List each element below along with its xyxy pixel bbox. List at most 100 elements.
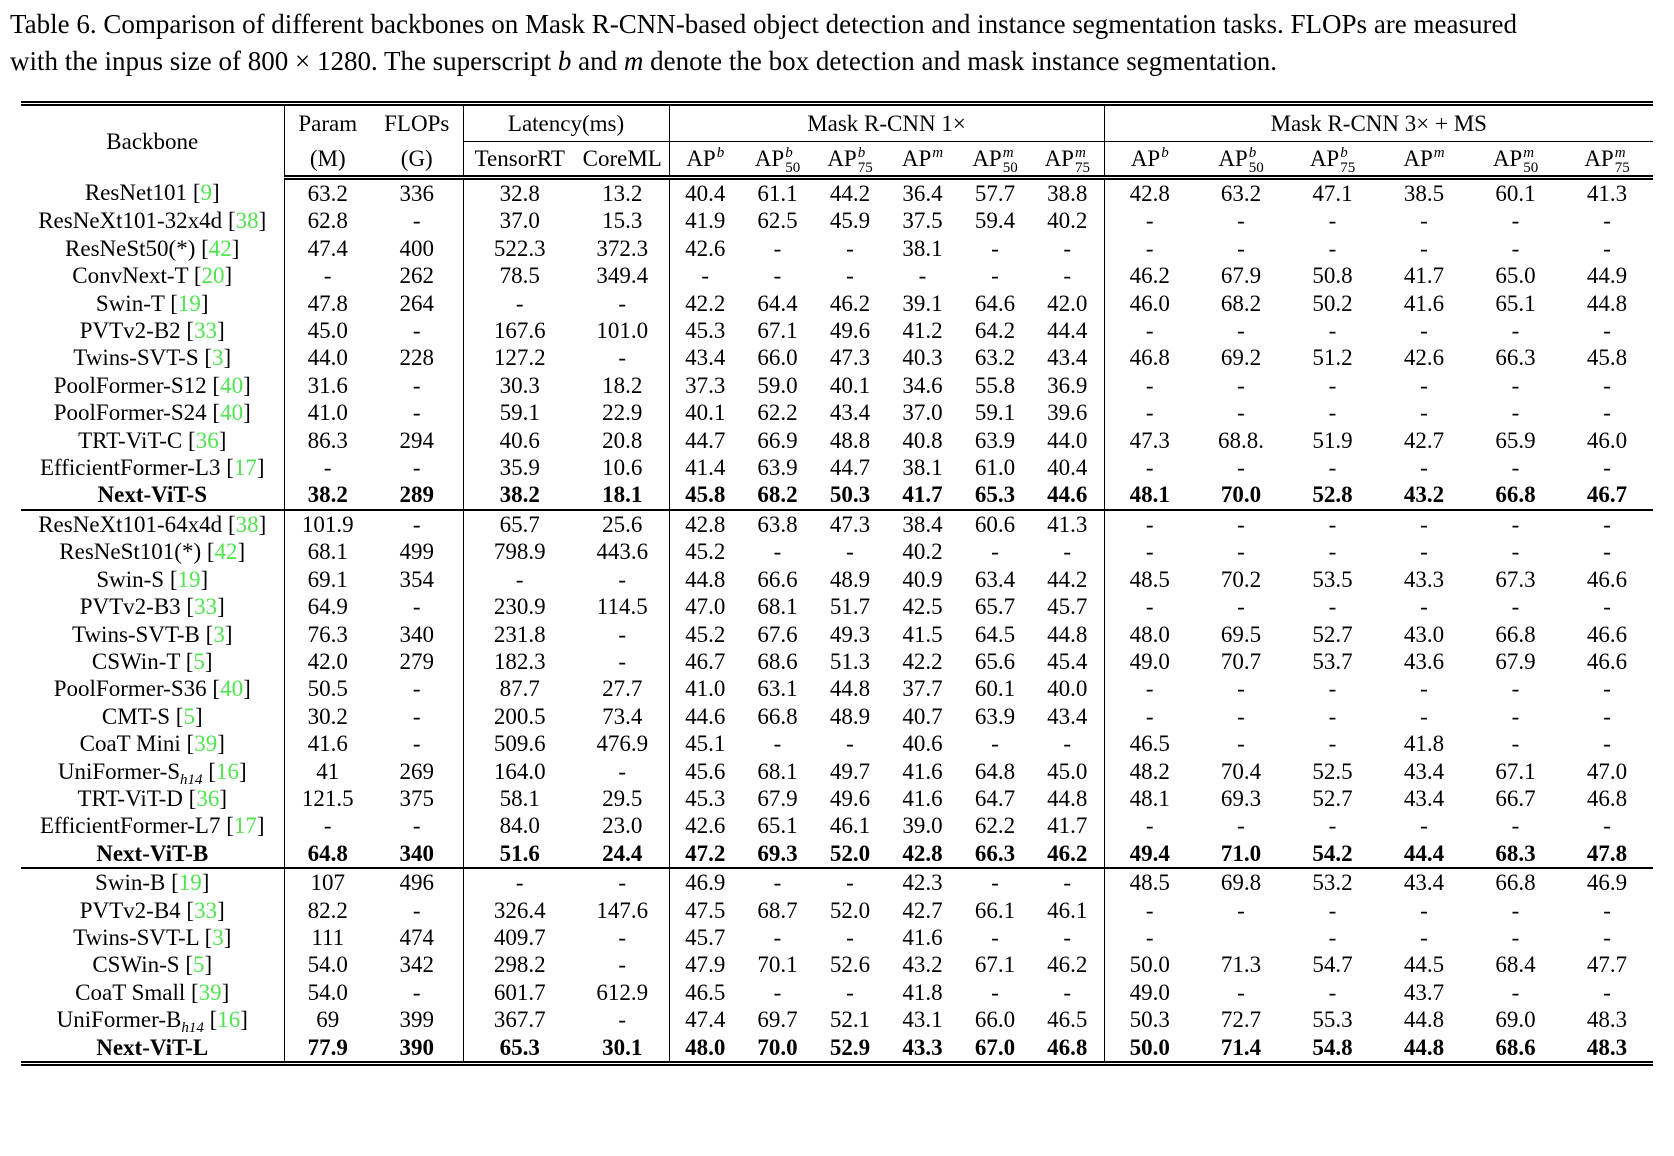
value-cell: 367.7 xyxy=(462,1006,576,1034)
ap-supsub: m 75 xyxy=(1074,145,1090,177)
citation-link[interactable]: 19 xyxy=(177,566,201,592)
citation-link[interactable]: 36 xyxy=(196,785,220,811)
value-cell: - xyxy=(618,566,627,592)
value-cell: - xyxy=(462,289,576,318)
citation-link[interactable]: 38 xyxy=(235,208,259,234)
citation-link[interactable]: 36 xyxy=(195,427,219,453)
citation-link[interactable]: 5 xyxy=(193,952,205,978)
citation-link[interactable]: 16 xyxy=(217,1007,241,1033)
value-cell: 41.7 xyxy=(1047,813,1088,839)
backbone-name: Next-ViT-L xyxy=(96,1034,209,1060)
value-cell: 62.8 xyxy=(283,207,371,235)
value-cell: - xyxy=(1237,897,1245,923)
paper-page: Table 6. Comparison of different backbon… xyxy=(0,6,1674,1066)
citation-link[interactable]: 20 xyxy=(201,263,225,289)
caption-text: denote the box detection and mask instan… xyxy=(643,46,1277,76)
value-cell: 44.4 xyxy=(1403,840,1445,866)
value-cell: 40.8 xyxy=(902,427,943,453)
value-cell: - xyxy=(1420,455,1428,481)
citation-link[interactable]: 39 xyxy=(198,979,222,1005)
value-cell: 349.4 xyxy=(596,263,649,289)
backbone-cell: PoolFormer-S24 [40] xyxy=(53,400,251,426)
value-cell: 43.6 xyxy=(1403,648,1445,674)
value-cell: 67.9 xyxy=(1495,648,1536,674)
citation-link[interactable]: 39 xyxy=(194,731,218,757)
value-cell: 43.4 xyxy=(1403,758,1445,784)
citation-link[interactable]: 33 xyxy=(194,318,218,344)
value-cell: - xyxy=(412,455,421,481)
citation-link[interactable]: 16 xyxy=(215,758,239,784)
value-cell: 51.2 xyxy=(1312,345,1353,371)
value-cell: 269 xyxy=(399,758,435,784)
value-cell: 46.6 xyxy=(1586,566,1628,592)
citation-link[interactable]: 42 xyxy=(214,539,238,565)
citation-link[interactable]: 19 xyxy=(177,290,201,316)
value-cell: 147.6 xyxy=(596,897,649,923)
value-cell: 46.8 xyxy=(1586,785,1628,811)
value-cell: 54.7 xyxy=(1312,952,1353,978)
value-cell: 167.6 xyxy=(462,317,576,345)
group-header-mask-rcnn-1x: Mask R-CNN 1× xyxy=(668,103,1105,142)
value-cell: - xyxy=(1420,676,1428,702)
backbone-name: Swin-T xyxy=(95,290,165,316)
citation-link[interactable]: 3 xyxy=(212,345,224,371)
value-cell: 66.8 xyxy=(1495,482,1536,508)
value-cell: - xyxy=(1063,263,1072,289)
value-cell: 496 xyxy=(371,867,463,897)
value-cell: 49.4 xyxy=(1103,839,1196,869)
value-cell: 64.8 xyxy=(974,758,1016,784)
value-cell: 42.7 xyxy=(1403,427,1445,453)
value-cell: - xyxy=(1328,924,1337,950)
value-cell: 65.6 xyxy=(974,648,1016,674)
value-cell: - xyxy=(618,290,627,316)
value-cell: 40.2 xyxy=(902,539,943,565)
backbone-name-subscript: h14 xyxy=(180,771,203,788)
backbone-cell: UniFormer-Sh14 [16] xyxy=(57,758,247,788)
value-cell: 64.9 xyxy=(283,593,371,621)
value-cell: - xyxy=(1328,594,1337,620)
citation-link[interactable]: 3 xyxy=(213,621,225,647)
value-cell: 67.1 xyxy=(757,318,798,344)
citation-link[interactable]: 3 xyxy=(212,924,224,950)
value-cell: 44.5 xyxy=(1403,952,1445,978)
value-cell: 59.1 xyxy=(462,399,576,427)
value-cell: - xyxy=(1420,400,1428,426)
value-cell: - xyxy=(991,263,999,289)
value-cell: 41.8 xyxy=(1403,731,1445,757)
backbone-cell: UniFormer-Bh14 [16] xyxy=(56,1007,248,1037)
table-row: Swin-T [19] 47.8 264 - - 42.2 64.4 46.2 39.1 64.6… xyxy=(21,289,1653,318)
value-cell: - xyxy=(618,648,627,674)
citation-link[interactable]: 40 xyxy=(220,400,244,426)
citation-link[interactable]: 38 xyxy=(235,511,259,537)
value-cell: 55.8 xyxy=(974,372,1016,398)
citation-link[interactable]: 9 xyxy=(200,179,212,205)
value-cell: 30.1 xyxy=(602,1034,643,1060)
value-cell: 45.8 xyxy=(668,481,742,510)
citation-link[interactable]: 40 xyxy=(220,372,244,398)
citation-link[interactable]: 5 xyxy=(193,648,205,674)
value-cell: 41.6 xyxy=(283,730,371,758)
citation-link[interactable]: 17 xyxy=(233,813,257,839)
value-cell: 41.4 xyxy=(668,454,742,482)
citation-link[interactable]: 5 xyxy=(183,703,195,729)
backbone-name: Twins-SVT-L xyxy=(73,924,199,950)
value-cell: - xyxy=(1511,455,1520,481)
citation-link[interactable]: 40 xyxy=(220,676,244,702)
value-cell: 49.0 xyxy=(1103,978,1196,1007)
backbone-name: PoolFormer-S24 xyxy=(53,400,207,426)
value-cell: 44.0 xyxy=(283,344,371,372)
citation-link[interactable]: 19 xyxy=(178,870,202,896)
backbone-cell: ResNeSt101(*) [42] xyxy=(59,539,246,565)
citation-link[interactable]: 33 xyxy=(194,897,218,923)
citation-link[interactable]: 42 xyxy=(208,235,232,261)
value-cell: - xyxy=(412,400,421,426)
value-cell: 68.1 xyxy=(757,594,798,620)
citation-link[interactable]: 33 xyxy=(194,594,218,620)
value-cell: 68.6 xyxy=(1495,1034,1536,1060)
value-cell: 45.7 xyxy=(1047,594,1088,620)
backbone-cell: Swin-S [19] xyxy=(96,566,209,592)
value-cell: - xyxy=(1511,897,1520,923)
value-cell: 45.8 xyxy=(1586,345,1628,371)
citation-link[interactable]: 17 xyxy=(233,455,257,481)
value-cell: - xyxy=(1237,455,1245,481)
